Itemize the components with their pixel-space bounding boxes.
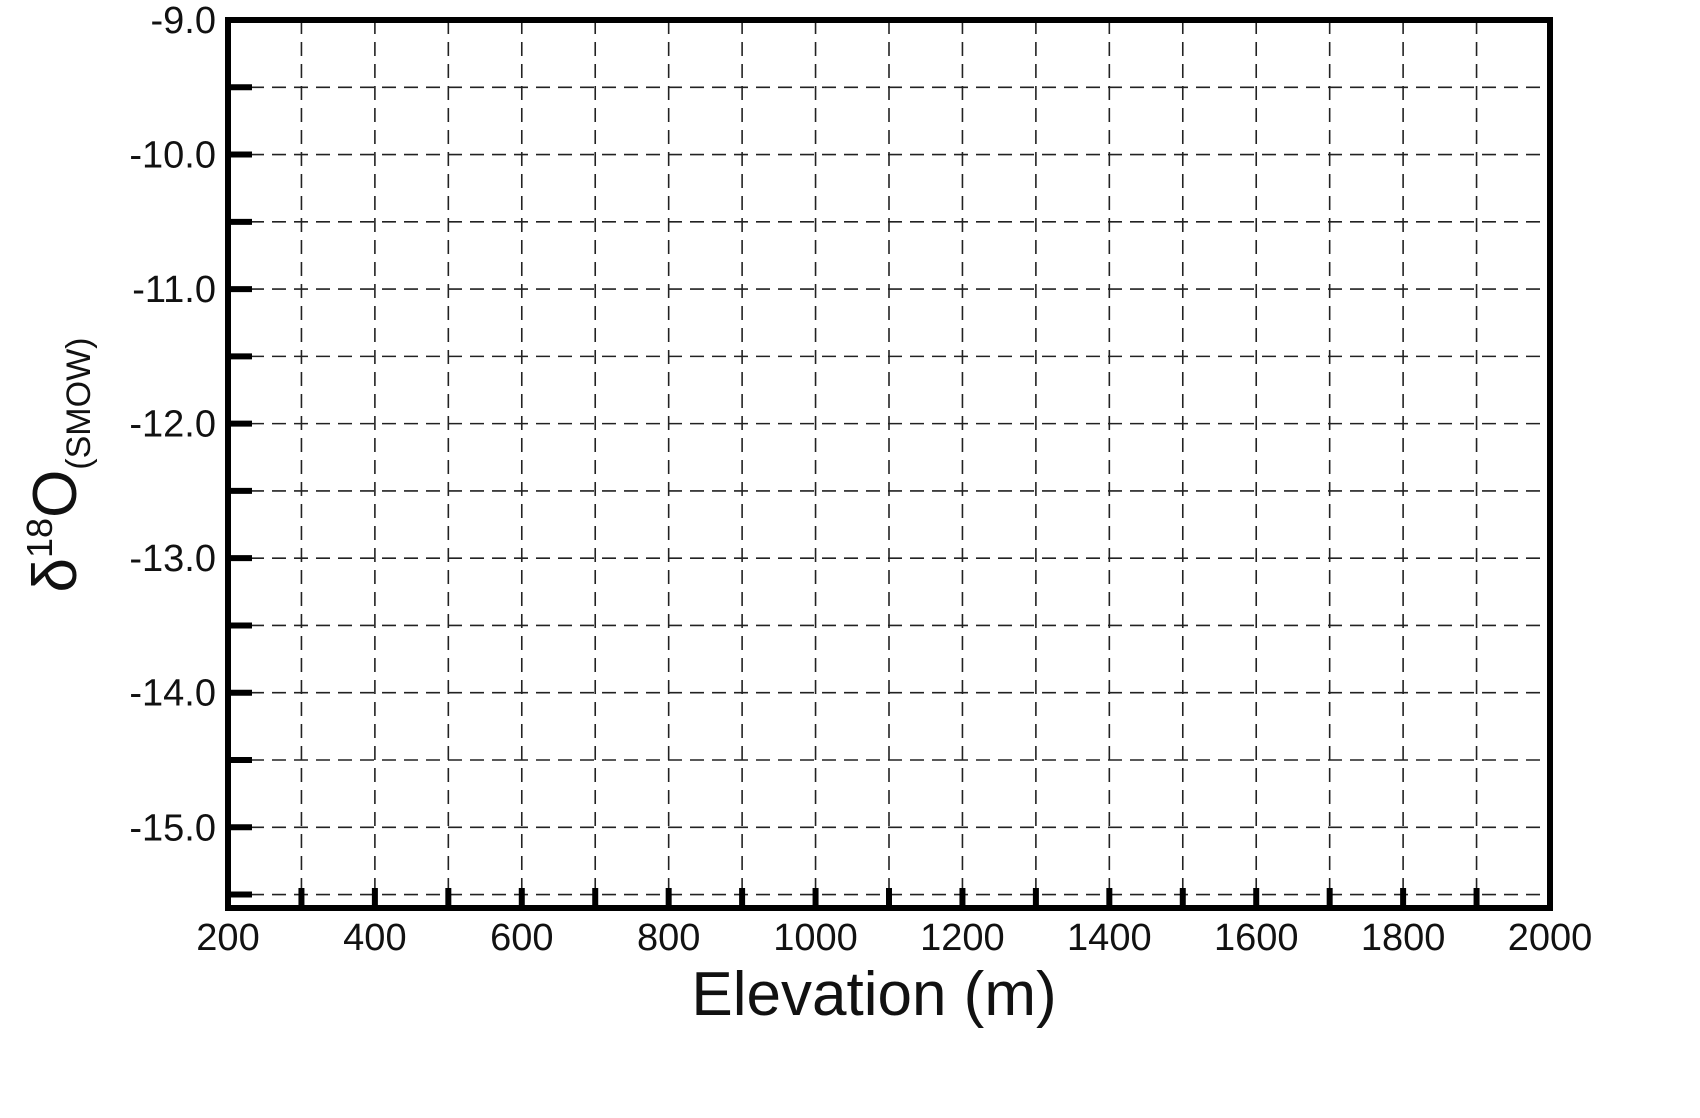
y-tick-label: -9.0 xyxy=(151,0,216,42)
y-tick-label: -12.0 xyxy=(129,404,216,446)
tick-marks xyxy=(228,84,1553,908)
y-axis-title-symbol: δ xyxy=(21,558,90,593)
x-tick-label: 1800 xyxy=(1361,917,1446,959)
x-tick-label: 1200 xyxy=(920,917,1005,959)
y-axis-title-element: O xyxy=(21,470,90,518)
x-tick-label: 200 xyxy=(196,917,259,959)
x-tick-label: 2000 xyxy=(1508,917,1593,959)
x-tick-label: 1400 xyxy=(1067,917,1152,959)
x-axis-title: Elevation (m) xyxy=(691,960,1056,1029)
x-tick-label: 1000 xyxy=(773,917,858,959)
y-axis-title-mass-number: 18 xyxy=(19,518,60,558)
y-tick-label: -11.0 xyxy=(132,269,216,311)
plot-frame xyxy=(225,17,1553,911)
y-tick-labels: -9.0 -10.0 -11.0 -12.0 -13.0 -14.0 -15.0 xyxy=(129,0,216,849)
y-axis-title: δ18O(SMOW) xyxy=(19,338,98,593)
grid-layer xyxy=(228,20,1551,908)
x-tick-label: 400 xyxy=(343,917,406,959)
y-tick-label: -13.0 xyxy=(129,538,216,580)
y-tick-label: -10.0 xyxy=(129,135,216,177)
y-tick-label: -14.0 xyxy=(129,673,216,715)
x-tick-labels: 200 400 600 800 1000 1200 1400 1600 1800 2000 xyxy=(196,917,1592,959)
y-axis-title-subscript: (SMOW) xyxy=(60,338,98,470)
y-tick-label: -15.0 xyxy=(129,807,216,849)
x-tick-label: 1600 xyxy=(1214,917,1299,959)
x-tick-label: 800 xyxy=(637,917,700,959)
x-tick-label: 600 xyxy=(490,917,553,959)
